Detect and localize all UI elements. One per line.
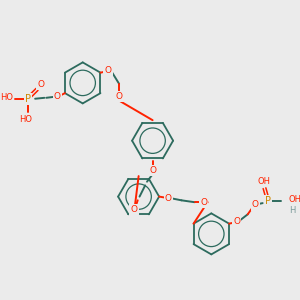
- Text: P: P: [25, 94, 31, 104]
- Text: O: O: [54, 92, 61, 101]
- Text: O: O: [165, 194, 172, 203]
- Text: O: O: [116, 92, 123, 101]
- Text: OH: OH: [257, 177, 270, 186]
- Text: O: O: [200, 198, 207, 207]
- Text: H: H: [289, 206, 295, 215]
- Text: O: O: [252, 200, 259, 209]
- Text: HO: HO: [19, 115, 32, 124]
- Text: P: P: [265, 196, 271, 206]
- Text: O: O: [130, 205, 137, 214]
- Text: HO: HO: [0, 93, 13, 102]
- Text: O: O: [104, 66, 111, 75]
- Text: O: O: [233, 217, 240, 226]
- Text: OH: OH: [289, 195, 300, 204]
- Text: O: O: [149, 166, 156, 175]
- Text: O: O: [37, 80, 44, 89]
